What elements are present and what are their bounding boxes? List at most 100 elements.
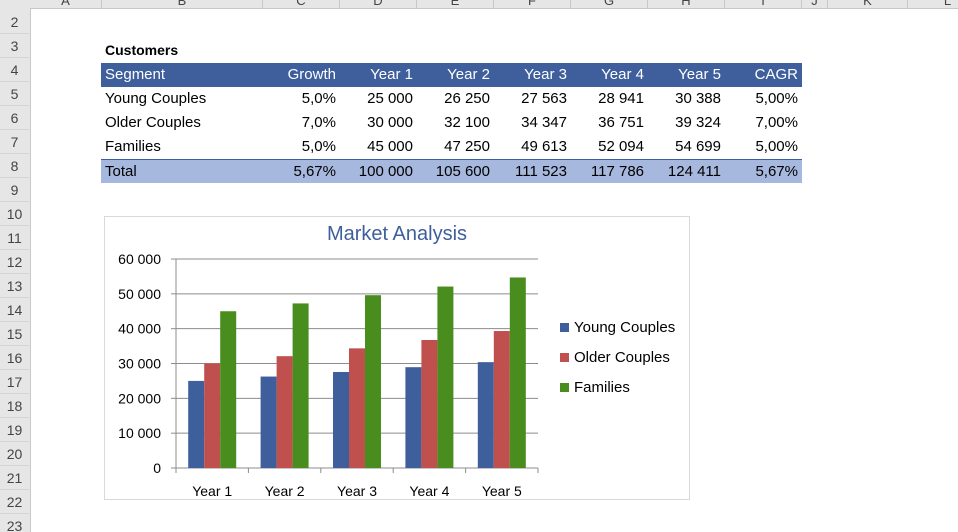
cell-year-3[interactable]: 27 563	[521, 90, 567, 107]
row-header-17[interactable]: 17	[0, 370, 29, 394]
legend-item[interactable]: Older Couples	[560, 348, 670, 368]
legend-label: Older Couples	[574, 349, 670, 366]
cell-segment[interactable]: Older Couples	[105, 114, 201, 131]
row-header-15[interactable]: 15	[0, 322, 29, 346]
x-tick-label: Year 4	[409, 483, 449, 499]
legend-label: Families	[574, 379, 630, 396]
column-header-i[interactable]: I	[725, 0, 802, 8]
table-title[interactable]: Customers	[105, 42, 179, 58]
header-cagr[interactable]: CAGR	[754, 66, 798, 83]
cell-year-4[interactable]: 28 941	[598, 90, 644, 107]
row-header-23[interactable]: 23	[0, 514, 29, 532]
legend-item[interactable]: Families	[560, 378, 630, 398]
row-header-22[interactable]: 22	[0, 490, 29, 514]
row-header-10[interactable]: 10	[0, 202, 29, 226]
row-header-19[interactable]: 19	[0, 418, 29, 442]
table-row: Families 5,0% 45 000 47 250 49 613 52 09…	[101, 135, 802, 159]
bar-older-couples	[276, 356, 293, 468]
total-year-1[interactable]: 100 000	[358, 163, 413, 180]
total-label[interactable]: Total	[105, 163, 137, 180]
column-header-k[interactable]: K	[828, 0, 908, 8]
row-header-2[interactable]: 2	[0, 10, 29, 34]
cell-year-1[interactable]: 30 000	[367, 114, 413, 131]
row-header-11[interactable]: 11	[0, 226, 29, 250]
row-header-18[interactable]: 18	[0, 394, 29, 418]
y-tick-label: 50 000	[118, 286, 161, 302]
row-header-8[interactable]: 8	[0, 154, 29, 178]
cell-cagr[interactable]: 5,00%	[755, 90, 798, 107]
column-header-g[interactable]: G	[571, 0, 648, 8]
total-year-2[interactable]: 105 600	[435, 163, 490, 180]
column-header-f[interactable]: F	[494, 0, 571, 8]
header-year-2[interactable]: Year 2	[447, 66, 490, 83]
x-tick-label: Year 5	[482, 483, 522, 499]
cell-growth[interactable]: 7,0%	[301, 114, 336, 131]
row-header-5[interactable]: 5	[0, 82, 29, 106]
cell-year-2[interactable]: 26 250	[444, 90, 490, 107]
cell-year-4[interactable]: 52 094	[598, 138, 644, 155]
column-header-l[interactable]: L	[908, 0, 958, 8]
cell-segment[interactable]: Young Couples	[105, 90, 207, 107]
legend-swatch	[560, 353, 569, 362]
total-growth[interactable]: 5,67%	[293, 163, 336, 180]
row-header-7[interactable]: 7	[0, 130, 29, 154]
cell-year-2[interactable]: 47 250	[444, 138, 490, 155]
row-header-20[interactable]: 20	[0, 442, 29, 466]
header-year-1[interactable]: Year 1	[370, 66, 413, 83]
column-header-d[interactable]: D	[340, 0, 417, 8]
total-year-3[interactable]: 111 523	[515, 163, 567, 180]
cell-year-2[interactable]: 32 100	[444, 114, 490, 131]
row-header-bar: 2 3 4 5 6 7 8 9 10 11 12 13 14 15 16 17 …	[0, 8, 31, 532]
total-year-5[interactable]: 124 411	[667, 163, 721, 180]
cell-cagr[interactable]: 7,00%	[755, 114, 798, 131]
cell-year-5[interactable]: 54 699	[675, 138, 721, 155]
column-header-c[interactable]: C	[263, 0, 340, 8]
cell-year-1[interactable]: 45 000	[367, 138, 413, 155]
column-header-b[interactable]: B	[102, 0, 263, 8]
bar-families	[220, 311, 237, 468]
column-header-a[interactable]: A	[30, 0, 102, 8]
table-total-row: Total 5,67% 100 000 105 600 111 523 117 …	[101, 159, 802, 183]
row-header-3[interactable]: 3	[0, 34, 29, 58]
total-year-4[interactable]: 117 786	[590, 163, 644, 180]
row-header-13[interactable]: 13	[0, 274, 29, 298]
cell-cagr[interactable]: 5,00%	[755, 138, 798, 155]
cell-segment[interactable]: Families	[105, 138, 161, 155]
cell-year-3[interactable]: 34 347	[521, 114, 567, 131]
column-header-j[interactable]: J	[802, 0, 828, 8]
row-header-16[interactable]: 16	[0, 346, 29, 370]
market-analysis-chart[interactable]: Market Analysis 0 10 000 20 000 30 000 40 00…	[104, 216, 690, 500]
row-header-21[interactable]: 21	[0, 466, 29, 490]
y-tick-label: 20 000	[118, 390, 161, 406]
cell-year-1[interactable]: 25 000	[367, 90, 413, 107]
row-header-12[interactable]: 12	[0, 250, 29, 274]
column-header-h[interactable]: H	[648, 0, 725, 8]
cell-growth[interactable]: 5,0%	[301, 138, 336, 155]
cell-growth[interactable]: 5,0%	[301, 90, 336, 107]
bar-families	[365, 295, 381, 468]
table-row: Young Couples 5,0% 25 000 26 250 27 563 …	[101, 87, 802, 111]
table-row: Older Couples 7,0% 30 000 32 100 34 347 …	[101, 111, 802, 135]
row-header-4[interactable]: 4	[0, 58, 29, 82]
cell-year-5[interactable]: 30 388	[675, 90, 721, 107]
row-header-14[interactable]: 14	[0, 298, 29, 322]
cell-year-4[interactable]: 36 751	[598, 114, 644, 131]
bar-families	[292, 303, 309, 468]
row-header-6[interactable]: 6	[0, 106, 29, 130]
cell-year-5[interactable]: 39 324	[675, 114, 721, 131]
header-year-4[interactable]: Year 4	[601, 66, 644, 83]
x-tick-label: Year 2	[265, 483, 305, 499]
column-header-e[interactable]: E	[417, 0, 494, 8]
header-growth[interactable]: Growth	[287, 66, 336, 83]
bar-young-couples	[260, 376, 277, 468]
row-header-9[interactable]: 9	[0, 178, 29, 202]
table-header-row: Segment Growth Year 1 Year 2 Year 3 Year…	[101, 63, 802, 87]
header-year-3[interactable]: Year 3	[524, 66, 567, 83]
header-year-5[interactable]: Year 5	[678, 66, 721, 83]
header-segment[interactable]: Segment	[105, 66, 166, 83]
y-tick-label: 0	[153, 460, 161, 476]
total-cagr[interactable]: 5,67%	[755, 163, 798, 180]
bar-older-couples	[421, 339, 438, 468]
legend-item[interactable]: Young Couples	[560, 318, 675, 338]
cell-year-3[interactable]: 49 613	[521, 138, 567, 155]
